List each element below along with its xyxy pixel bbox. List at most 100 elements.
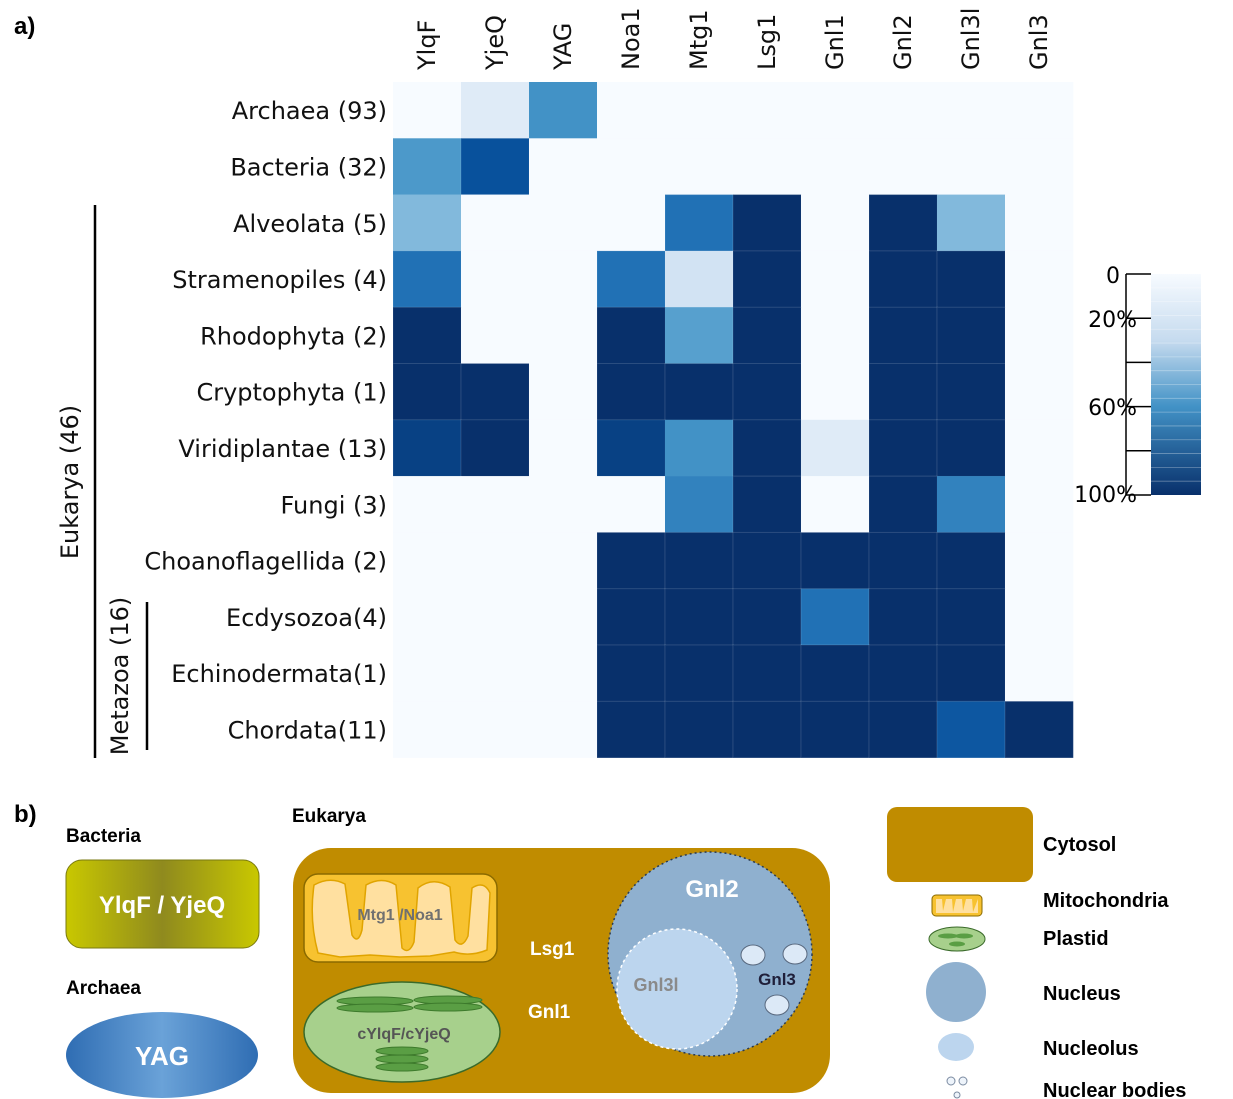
heatmap: YlqF YjeQ YAG Noa1 Mtg1 Lsg1 Gnl1 Gnl2 Gnl3l Gnl3…: [144, 7, 1074, 759]
heatmap-cell: [460, 419, 530, 477]
metazoa-bracket: Metazoa (16): [106, 597, 149, 755]
column-label: Noa1: [617, 7, 645, 70]
heatmap-cell: [1004, 700, 1074, 759]
heatmap-cell: [460, 363, 530, 421]
heatmap-cell: [801, 363, 870, 421]
plastid: cYlqF/cYjeQ: [303, 981, 501, 1083]
heatmap-cell: [529, 250, 598, 308]
panel-a-label: a): [14, 13, 35, 40]
heatmap-cell: [732, 194, 802, 252]
heatmap-cell: [392, 419, 462, 477]
heatmap-cell: [392, 363, 462, 421]
heatmap-cell: [1005, 138, 1074, 195]
metazoa-group-label: Metazoa (16): [106, 597, 134, 755]
eukarya-group-label: Eukarya (46): [56, 405, 84, 559]
gnl3l-label: Gnl3l: [633, 975, 678, 995]
heatmap-cell: [393, 476, 462, 533]
heatmap-cells: [392, 82, 1074, 759]
colorbar: 0 20% 60% 100%: [1074, 264, 1201, 508]
heatmap-cell: [664, 531, 734, 590]
row-label: Rhodophyta (2): [200, 322, 387, 350]
heatmap-cell: [1005, 476, 1074, 533]
heatmap-cell: [732, 644, 802, 703]
heatmap-cell: [596, 306, 666, 365]
heatmap-cell: [800, 700, 870, 759]
heatmap-cell: [800, 588, 870, 646]
nucleolus-icon: [616, 928, 738, 1050]
heatmap-cell: [596, 250, 666, 308]
nuclear-bodies-icon: [740, 943, 808, 1016]
heatmap-cell: [597, 476, 666, 533]
column-label: Gnl2: [889, 14, 917, 70]
heatmap-cell: [937, 82, 1006, 139]
heatmap-cell: [732, 306, 802, 365]
heatmap-cell: [868, 363, 938, 421]
gnl2-label: Gnl2: [685, 876, 738, 903]
gnl3-label: Gnl3: [758, 970, 796, 989]
heatmap-cell: [937, 476, 1006, 533]
heatmap-cell: [461, 307, 530, 364]
heatmap-cell: [868, 531, 938, 590]
heatmap-cell: [936, 588, 1006, 646]
heatmap-cell: [664, 363, 734, 421]
heatmap-cell: [596, 419, 666, 477]
heatmap-cell: [529, 307, 598, 364]
heatmap-cell: [732, 700, 802, 759]
row-labels: Archaea (93) Bacteria (32) Alveolata (5) St…: [144, 97, 387, 744]
archaea-cell-icon: [66, 1012, 258, 1098]
heatmap-cell: [529, 645, 598, 702]
heatmap-cell: [868, 588, 938, 646]
heatmap-cell: [461, 250, 530, 308]
heatmap-cell: [596, 700, 666, 759]
row-label: Archaea (93): [232, 97, 387, 125]
heatmap-cell: [529, 82, 598, 139]
heatmap-cell: [461, 476, 530, 533]
bacteria-cell-icon: [65, 859, 260, 949]
heatmap-cell: [393, 138, 462, 195]
heatmap-cell: [665, 307, 734, 364]
heatmap-cell: [801, 250, 870, 308]
eukarya-bracket: Eukarya (46): [56, 205, 97, 758]
row-label: Ecdysozoa(4): [226, 604, 387, 632]
archaea-label: YAG: [135, 1041, 189, 1071]
heatmap-cell: [800, 644, 870, 703]
nucleus: Gnl2 Gnl3l Gnl3: [607, 851, 813, 1057]
column-label: Gnl3: [1025, 14, 1053, 70]
mitochondrion: Mtg1 /Noa1: [303, 873, 498, 963]
heatmap-cell: [529, 363, 598, 421]
mitochondria-icon: [931, 894, 983, 917]
heatmap-cell: [732, 250, 802, 308]
heatmap-cell: [1005, 250, 1074, 308]
heatmap-cell: [732, 475, 802, 534]
heatmap-cell: [1005, 363, 1074, 421]
heatmap-cell: [393, 588, 462, 646]
heatmap-cell: [665, 250, 734, 308]
heatmap-cell: [1005, 645, 1074, 702]
heatmap-cell: [801, 476, 870, 533]
heatmap-cell: [596, 363, 666, 421]
row-label: Echinodermata(1): [171, 660, 387, 688]
row-label: Choanoflagellida (2): [144, 548, 387, 576]
heatmap-cell: [461, 194, 530, 252]
heatmap-cell: [937, 194, 1006, 252]
row-label: Bacteria (32): [230, 153, 387, 181]
row-label: Fungi (3): [281, 491, 387, 519]
heatmap-cell: [869, 138, 938, 195]
heatmap-cell: [801, 419, 870, 477]
heatmap-cell: [529, 476, 598, 533]
heatmap-cell: [529, 419, 598, 477]
legend-nucleolus: Nucleolus: [1043, 1038, 1139, 1060]
heatmap-cell: [393, 82, 462, 139]
heatmap-cell: [1005, 194, 1074, 252]
heatmap-cell: [869, 82, 938, 139]
heatmap-cell: [801, 307, 870, 364]
heatmap-cell: [733, 138, 802, 195]
heatmap-cell: [1005, 532, 1074, 589]
lsg1-label: Lsg1: [530, 939, 575, 960]
heatmap-cell: [937, 138, 1006, 195]
heatmap-cell: [529, 588, 598, 646]
heatmap-cell: [936, 250, 1006, 308]
heatmap-cell: [461, 701, 530, 758]
heatmap-cell: [461, 532, 530, 589]
legend: Cytosol Mitochondria Plastid Nucleus Nuc…: [887, 807, 1186, 1099]
